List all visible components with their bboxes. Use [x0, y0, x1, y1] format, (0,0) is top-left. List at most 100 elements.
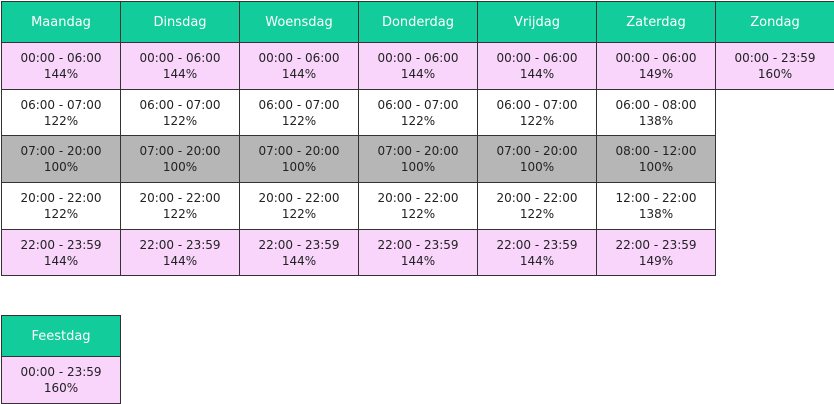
slot-time: 22:00 - 23:59 [20, 237, 102, 252]
slot-time: 07:00 - 20:00 [139, 144, 221, 159]
time-slot: 22:00 - 23:59 144% [358, 228, 478, 277]
slot-time: 07:00 - 20:00 [258, 144, 340, 159]
slot-time: 12:00 - 22:00 [615, 190, 697, 205]
time-slot: 06:00 - 07:00 122% [1, 88, 121, 137]
slot-time: 07:00 - 20:00 [377, 144, 459, 159]
time-slot: 06:00 - 07:00 122% [477, 88, 597, 137]
slot-time: 00:00 - 23:59 [734, 50, 816, 65]
slot-rate: 144% [162, 253, 198, 268]
time-slot: 00:00 - 23:59 160% [715, 42, 834, 90]
slot-rate: 149% [638, 66, 674, 81]
slot-time: 20:00 - 22:00 [377, 190, 459, 205]
slot-time: 00:00 - 06:00 [377, 50, 459, 65]
slot-rate: 138% [638, 206, 674, 221]
slot-rate: 144% [519, 253, 555, 268]
day-header: Woensdag [239, 1, 359, 43]
slot-time: 08:00 - 12:00 [615, 144, 697, 159]
slot-rate: 144% [400, 66, 436, 81]
slot-time: 20:00 - 22:00 [139, 190, 221, 205]
slot-rate: 160% [757, 66, 793, 81]
time-slot: 22:00 - 23:59 144% [1, 228, 121, 277]
day-name: Dinsdag [153, 14, 207, 30]
slot-rate: 122% [281, 206, 317, 221]
slot-time: 07:00 - 20:00 [496, 144, 578, 159]
slot-rate: 144% [281, 253, 317, 268]
slot-rate: 144% [519, 66, 555, 81]
slot-time: 00:00 - 06:00 [496, 50, 578, 65]
time-slot: 06:00 - 07:00 122% [358, 88, 478, 137]
time-slot: 22:00 - 23:59 149% [596, 228, 716, 277]
time-slot: 07:00 - 20:00 100% [358, 135, 478, 184]
slot-rate: 122% [400, 113, 436, 128]
day-name: Zaterdag [626, 14, 686, 30]
slot-time: 06:00 - 07:00 [496, 97, 578, 112]
time-slot: 00:00 - 06:00 149% [596, 42, 716, 90]
slot-rate: 122% [519, 206, 555, 221]
slot-time: 22:00 - 23:59 [139, 237, 221, 252]
slot-rate: 100% [162, 160, 198, 175]
time-slot: 20:00 - 22:00 122% [120, 182, 240, 230]
slot-time: 00:00 - 06:00 [258, 50, 340, 65]
slot-rate: 100% [519, 160, 555, 175]
slot-time: 00:00 - 23:59 [20, 364, 102, 379]
slot-time: 00:00 - 06:00 [615, 50, 697, 65]
day-header: Zondag [715, 1, 834, 43]
time-slot: 00:00 - 06:00 144% [120, 42, 240, 90]
slot-rate: 122% [281, 113, 317, 128]
slot-time: 00:00 - 06:00 [20, 50, 102, 65]
slot-rate: 144% [281, 66, 317, 81]
day-header: Vrijdag [477, 1, 597, 43]
day-name: Maandag [31, 14, 91, 30]
slot-time: 20:00 - 22:00 [496, 190, 578, 205]
time-slot: 22:00 - 23:59 144% [477, 228, 597, 277]
slot-time: 06:00 - 07:00 [377, 97, 459, 112]
slot-time: 22:00 - 23:59 [496, 237, 578, 252]
day-name: Vrijdag [514, 14, 560, 30]
slot-time: 06:00 - 07:00 [139, 97, 221, 112]
time-slot: 20:00 - 22:00 122% [358, 182, 478, 230]
day-header: Zaterdag [596, 1, 716, 43]
time-slot: 00:00 - 06:00 144% [358, 42, 478, 90]
time-slot: 20:00 - 22:00 122% [477, 182, 597, 230]
slot-time: 06:00 - 08:00 [615, 97, 697, 112]
slot-rate: 100% [43, 160, 79, 175]
slot-rate: 144% [400, 253, 436, 268]
time-slot: 22:00 - 23:59 144% [239, 228, 359, 277]
slot-rate: 144% [43, 66, 79, 81]
time-slot: 06:00 - 07:00 122% [120, 88, 240, 137]
time-slot: 00:00 - 06:00 144% [239, 42, 359, 90]
day-header: Maandag [1, 1, 121, 43]
time-slot: 12:00 - 22:00 138% [596, 182, 716, 230]
time-slot: 20:00 - 22:00 122% [239, 182, 359, 230]
day-name: Donderdag [381, 14, 455, 30]
slot-time: 06:00 - 07:00 [20, 97, 102, 112]
slot-time: 06:00 - 07:00 [258, 97, 340, 112]
slot-time: 20:00 - 22:00 [258, 190, 340, 205]
slot-time: 22:00 - 23:59 [377, 237, 459, 252]
slot-rate: 149% [638, 253, 674, 268]
time-slot: 07:00 - 20:00 100% [239, 135, 359, 184]
slot-time: 20:00 - 22:00 [20, 190, 102, 205]
time-slot: 00:00 - 06:00 144% [477, 42, 597, 90]
time-slot: 07:00 - 20:00 100% [120, 135, 240, 184]
slot-rate: 144% [43, 253, 79, 268]
time-slot: 06:00 - 08:00 138% [596, 88, 716, 137]
time-slot: 20:00 - 22:00 122% [1, 182, 121, 230]
time-slot: 07:00 - 20:00 100% [1, 135, 121, 184]
day-header: Feestdag [1, 315, 121, 357]
slot-rate: 160% [43, 380, 79, 395]
day-name: Feestdag [31, 328, 91, 344]
day-name: Zondag [750, 14, 800, 30]
time-slot: 00:00 - 23:59 160% [1, 356, 121, 404]
slot-rate: 100% [638, 160, 674, 175]
time-slot: 08:00 - 12:00 100% [596, 135, 716, 184]
slot-rate: 122% [162, 113, 198, 128]
slot-rate: 122% [43, 206, 79, 221]
slot-time: 07:00 - 20:00 [20, 144, 102, 159]
day-name: Woensdag [265, 14, 333, 30]
time-slot: 06:00 - 07:00 122% [239, 88, 359, 137]
time-slot: 22:00 - 23:59 144% [120, 228, 240, 277]
slot-time: 22:00 - 23:59 [258, 237, 340, 252]
time-slot: 00:00 - 06:00 144% [1, 42, 121, 90]
slot-rate: 122% [43, 113, 79, 128]
